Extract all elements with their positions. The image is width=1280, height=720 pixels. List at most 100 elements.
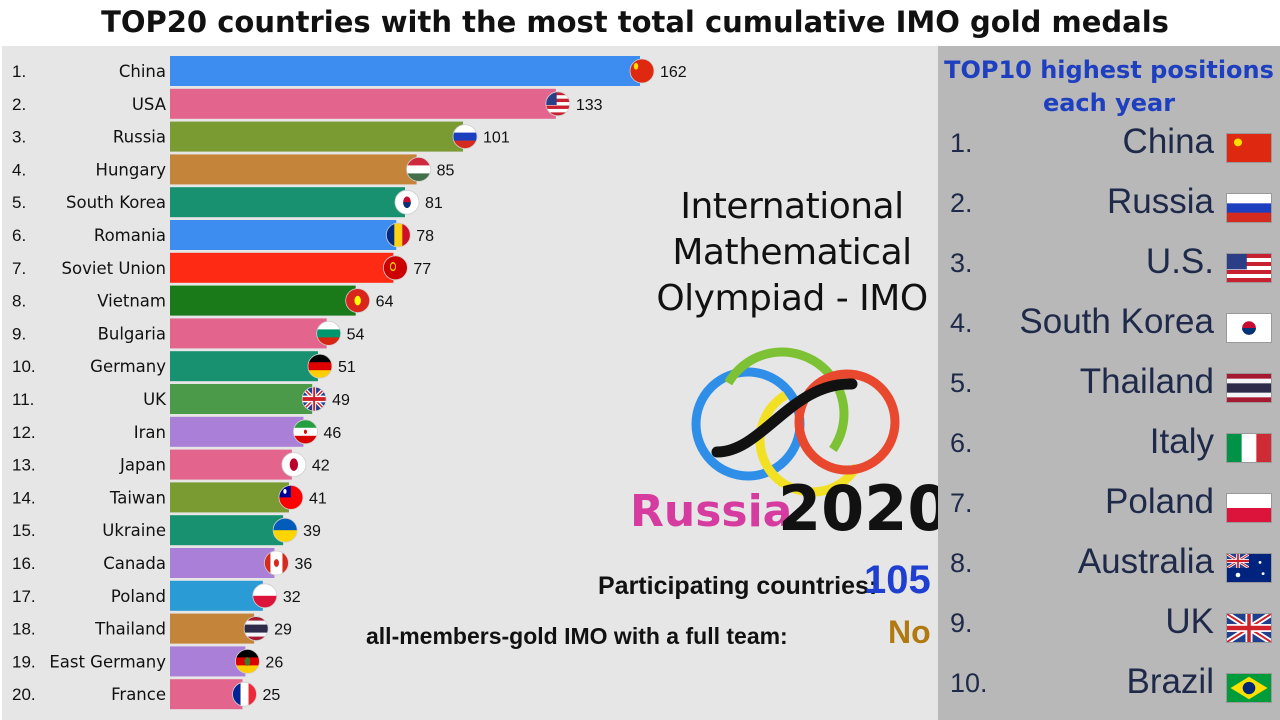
- top10-country-name: China: [1122, 122, 1214, 161]
- value-label: 39: [303, 523, 321, 540]
- category-label: Canada: [103, 554, 166, 573]
- bar: [170, 351, 318, 382]
- bar-row: 13. Japan 42: [12, 449, 330, 480]
- canada-flag-icon: [264, 551, 289, 575]
- bar-row: 12. Iran 46: [12, 416, 341, 447]
- poland-flag-icon: [252, 583, 277, 608]
- rank-label: 11.: [12, 390, 34, 409]
- bar: [170, 88, 556, 119]
- rank-label: 20.: [12, 685, 36, 704]
- category-label: Japan: [119, 456, 166, 475]
- bar-row: 19. East Germany 26: [12, 646, 283, 677]
- soviet-union-flag-icon: [383, 255, 408, 280]
- top10-rank: 8.: [950, 548, 973, 578]
- bar-chart: 1. China 162 2. USA 133 3. Russia 101 4. Hungary 85…: [12, 56, 687, 710]
- category-label: East Germany: [49, 652, 166, 671]
- current-country-label: Russia: [630, 486, 793, 537]
- value-label: 85: [437, 162, 455, 179]
- imo-heading-line-1: International: [680, 186, 904, 227]
- category-label: Poland: [111, 587, 166, 606]
- bar: [170, 384, 313, 414]
- thailand-flag-icon: [244, 616, 269, 641]
- iran-flag-icon: [293, 419, 318, 444]
- category-label: Russia: [113, 128, 166, 147]
- top10-rank: 10.: [950, 668, 988, 698]
- bar: [170, 679, 243, 710]
- poland-flag-icon: [1226, 493, 1272, 523]
- top10-panel-title: TOP10 highest positions each year: [938, 54, 1280, 120]
- italy-flag-icon: [1226, 433, 1272, 463]
- rank-label: 3.: [12, 128, 26, 147]
- bar: [170, 220, 397, 250]
- top10-title-line-2: each year: [1042, 89, 1176, 117]
- china-flag-icon: [630, 59, 654, 83]
- top10-row: 1. China: [938, 118, 1280, 172]
- bar-row: 15. Ukraine 39: [12, 515, 321, 546]
- value-label: 26: [265, 654, 283, 671]
- bar: [170, 613, 255, 644]
- top10-country-name: Australia: [1077, 542, 1214, 581]
- bar: [170, 252, 394, 283]
- top10-row: 10. Brazil: [938, 658, 1280, 712]
- bar: [170, 580, 263, 611]
- category-label: Thailand: [94, 620, 166, 639]
- rank-label: 17.: [12, 587, 36, 606]
- value-label: 32: [283, 589, 301, 606]
- bar: [170, 121, 464, 152]
- bar: [170, 646, 246, 677]
- rank-label: 13.: [12, 456, 36, 475]
- bar: [170, 449, 292, 480]
- category-label: USA: [132, 95, 167, 114]
- rank-label: 16.: [12, 554, 36, 573]
- rank-label: 19.: [12, 652, 36, 671]
- bar-row: 10. Germany 51: [12, 351, 356, 382]
- romania-flag-icon: [386, 223, 411, 247]
- rank-label: 18.: [12, 620, 36, 639]
- top10-country-name: UK: [1165, 602, 1214, 641]
- chart-area: 1. China 162 2. USA 133 3. Russia 101 4. Hungary 85…: [2, 46, 938, 720]
- value-label: 77: [413, 261, 431, 278]
- bar-row: 6. Romania 78: [12, 220, 434, 250]
- russia-flag-icon: [453, 124, 478, 149]
- south-korea-flag-icon: [395, 190, 419, 215]
- bar: [170, 416, 304, 447]
- top10-country-name: Thailand: [1079, 362, 1214, 401]
- bar-row: 16. Canada 36: [12, 548, 312, 578]
- usa-flag-icon: [545, 91, 570, 116]
- bar-row: 3. Russia 101: [12, 121, 510, 152]
- bar: [170, 515, 284, 546]
- top10-country-name: Poland: [1105, 482, 1214, 521]
- category-label: Soviet Union: [62, 259, 166, 278]
- category-label: China: [119, 62, 166, 81]
- germany-flag-icon: [307, 354, 332, 379]
- bar: [170, 154, 417, 185]
- imo-heading-line-2: Mathematical: [672, 232, 912, 273]
- category-label: Taiwan: [109, 488, 166, 507]
- category-label: Iran: [134, 423, 166, 442]
- category-label: France: [111, 685, 166, 704]
- south-korea-flag-icon: [1226, 313, 1272, 343]
- value-label: 25: [263, 687, 281, 704]
- top10-title-line-1: TOP10 highest positions: [944, 56, 1274, 84]
- thailand-flag-icon: [1226, 373, 1272, 403]
- value-label: 133: [576, 97, 603, 114]
- rank-label: 6.: [12, 226, 26, 245]
- top10-row: 3. U.S.: [938, 238, 1280, 292]
- top10-row: 4. South Korea: [938, 298, 1280, 352]
- category-label: Romania: [94, 226, 166, 245]
- value-label: 64: [376, 294, 394, 311]
- bulgaria-flag-icon: [316, 321, 341, 346]
- participating-countries-value: 105: [864, 558, 931, 602]
- value-label: 42: [312, 458, 330, 475]
- imo-infinity-logo-icon: [691, 347, 900, 497]
- value-label: 81: [425, 195, 443, 212]
- full-team-gold-value: No: [888, 614, 931, 650]
- rank-label: 10.: [12, 357, 36, 376]
- bar: [170, 187, 405, 218]
- bar: [170, 285, 356, 316]
- bar-row: 11. UK 49: [12, 384, 350, 414]
- usa-flag-icon: [1226, 253, 1272, 283]
- value-label: 36: [294, 556, 312, 573]
- bar-row: 20. France 25: [12, 679, 281, 710]
- top10-rank: 4.: [950, 308, 973, 338]
